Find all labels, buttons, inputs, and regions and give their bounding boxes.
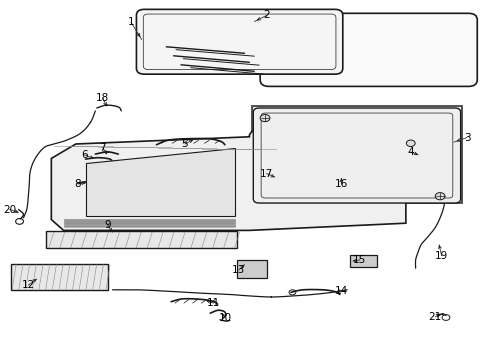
- Text: 18: 18: [96, 93, 109, 103]
- Text: 19: 19: [434, 251, 447, 261]
- Polygon shape: [46, 231, 237, 248]
- Text: 12: 12: [21, 280, 35, 290]
- Text: 2: 2: [263, 10, 269, 21]
- FancyBboxPatch shape: [260, 13, 476, 86]
- Text: 8: 8: [74, 179, 81, 189]
- Text: 7: 7: [99, 143, 106, 153]
- Circle shape: [260, 114, 269, 122]
- FancyBboxPatch shape: [251, 106, 461, 203]
- Text: 15: 15: [352, 255, 366, 265]
- Text: 5: 5: [181, 139, 188, 149]
- Text: 4: 4: [407, 147, 413, 157]
- Polygon shape: [51, 131, 405, 230]
- FancyBboxPatch shape: [349, 255, 376, 267]
- Polygon shape: [11, 264, 107, 290]
- Polygon shape: [85, 148, 234, 216]
- Text: 20: 20: [3, 204, 16, 215]
- Circle shape: [434, 193, 444, 200]
- Text: 17: 17: [259, 168, 273, 179]
- FancyBboxPatch shape: [253, 108, 460, 203]
- Circle shape: [406, 140, 414, 147]
- Text: 1: 1: [127, 17, 134, 27]
- Text: 21: 21: [427, 312, 441, 322]
- FancyBboxPatch shape: [136, 9, 342, 74]
- Text: 10: 10: [218, 312, 231, 323]
- Text: 11: 11: [206, 298, 220, 308]
- Text: 13: 13: [231, 265, 245, 275]
- FancyBboxPatch shape: [237, 260, 266, 278]
- Text: 6: 6: [81, 150, 87, 160]
- Text: 16: 16: [334, 179, 347, 189]
- Text: 3: 3: [463, 132, 469, 143]
- Text: 9: 9: [104, 220, 111, 230]
- Text: 14: 14: [334, 286, 347, 296]
